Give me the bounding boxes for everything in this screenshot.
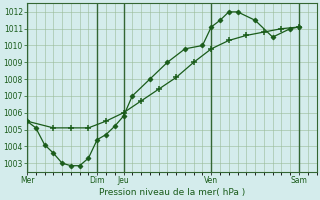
X-axis label: Pression niveau de la mer( hPa ): Pression niveau de la mer( hPa ) (99, 188, 245, 197)
